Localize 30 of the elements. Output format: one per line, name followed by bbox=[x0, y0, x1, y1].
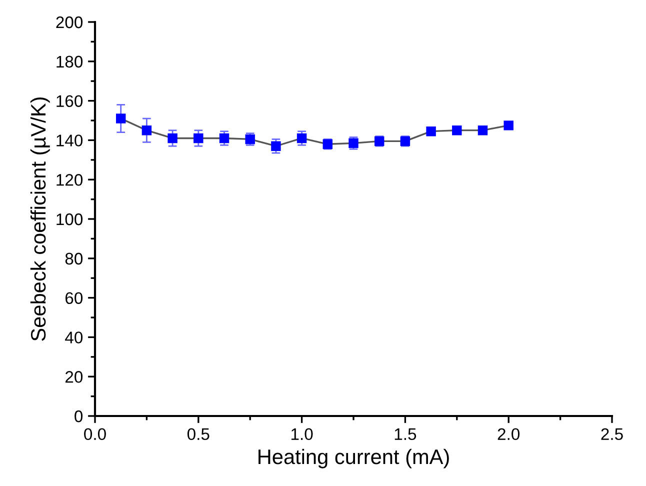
point bbox=[296, 133, 307, 144]
y-tick-label: 160 bbox=[56, 95, 83, 108]
point bbox=[426, 126, 436, 136]
y-tick-label: 20 bbox=[65, 371, 83, 383]
point bbox=[478, 125, 488, 136]
y-tick-label: 120 bbox=[56, 174, 83, 186]
point bbox=[271, 141, 281, 151]
x-axis-title: Heating current (mA) bbox=[258, 448, 449, 468]
y-tick-label: 40 bbox=[65, 332, 83, 344]
y-tick-label: 80 bbox=[65, 252, 83, 265]
point bbox=[194, 133, 204, 144]
y-tick-label: 140 bbox=[56, 134, 83, 146]
x-tick-label: 1.0 bbox=[291, 428, 313, 440]
y-tick-label: 0 bbox=[74, 410, 83, 422]
x-tick-label: 0.5 bbox=[187, 428, 210, 440]
point bbox=[142, 125, 152, 136]
x-tick-label: 2.0 bbox=[498, 428, 520, 440]
y-tick-label: 100 bbox=[56, 213, 83, 226]
y-tick-label: 60 bbox=[66, 292, 83, 304]
point bbox=[452, 125, 462, 136]
x-tick-label: 0.0 bbox=[84, 428, 106, 440]
x-tick-label: 1.5 bbox=[394, 428, 416, 440]
point bbox=[504, 120, 514, 130]
point bbox=[116, 114, 126, 124]
point bbox=[219, 133, 230, 144]
y-axis-title: Seebeck coefficient (µV/K) bbox=[30, 98, 50, 341]
y-tick-label: 200 bbox=[56, 16, 83, 28]
y-tick-label: 180 bbox=[56, 56, 83, 68]
x-tick-label: 2.5 bbox=[601, 428, 623, 440]
point bbox=[168, 133, 178, 144]
